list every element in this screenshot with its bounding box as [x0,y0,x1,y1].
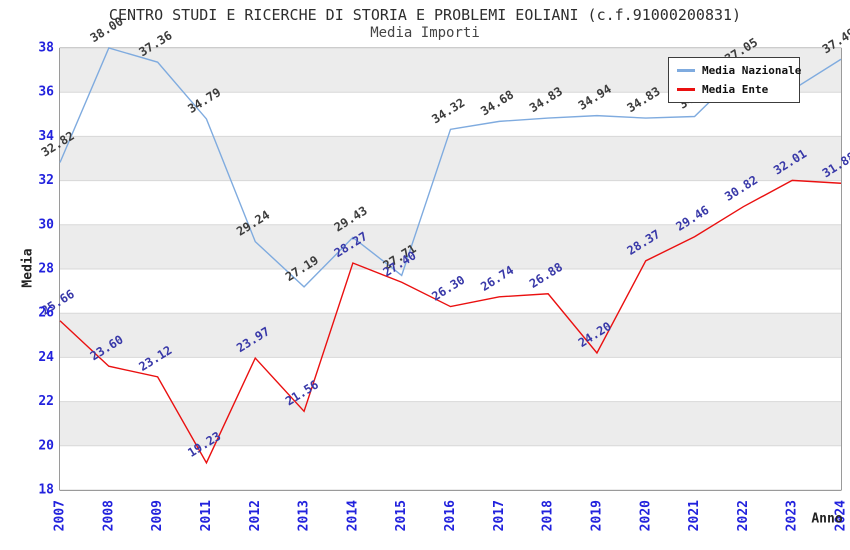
legend-item-media-nazionale: Media Nazionale [677,64,802,77]
chart-title: CENTRO STUDI E RICERCHE DI STORIA E PROB… [108,6,742,24]
x-tick-label: 2015 [394,500,409,531]
y-tick-label: 28 [38,262,54,277]
y-tick-label: 26 [38,306,54,321]
x-tick-label: 2023 [785,500,800,531]
legend: Media Nazionale Media Ente [668,57,802,103]
x-axis-title: Anno [811,511,843,527]
x-tick-label: 2009 [150,500,165,531]
y-tick-label: 30 [38,217,54,232]
y-tick-label: 32 [38,173,54,188]
y-tick-label: 34 [38,129,54,144]
chart-subtitle: Media Importi [370,25,480,41]
x-tick-label: 2008 [101,500,116,531]
x-tick-label: 2020 [638,500,653,531]
data-label-media-ente: 26.30 [429,273,467,304]
x-tick-label: 2019 [589,500,604,531]
y-tick-label: 36 [38,85,54,100]
legend-label-media-ente: Media Ente [702,83,769,96]
y-axis-title: Media [20,248,36,288]
plot-band [60,313,841,358]
y-tick-label: 20 [38,438,54,453]
plot-band [60,136,841,181]
line-media-ente [59,179,842,465]
plot-band [60,401,841,446]
x-tick-label: 2024 [834,500,849,531]
legend-label-media-nazionale: Media Nazionale [702,64,802,77]
y-tick-label: 22 [38,394,54,409]
x-tick-label: 2007 [53,500,68,531]
x-tick-label: 2022 [736,500,751,531]
x-tick-label: 2016 [443,500,458,531]
x-tick-label: 2021 [687,500,702,531]
x-tick-label: 2018 [541,500,556,531]
x-tick-label: 2013 [297,500,312,531]
y-tick-label: 24 [38,350,54,365]
plot-band [60,224,841,269]
y-tick-label: 18 [38,483,54,498]
legend-item-media-ente: Media Ente [677,83,799,96]
x-tick-label: 2012 [248,500,263,531]
x-tick-label: 2011 [199,500,214,531]
x-tick-label: 2017 [492,500,507,531]
x-tick-label: 2014 [345,500,360,531]
data-label-media-nazionale: 34.32 [429,95,467,126]
legend-swatch-media-ente-icon [677,88,695,91]
legend-swatch-media-nazionale-icon [677,69,695,72]
y-tick-label: 38 [38,41,54,56]
